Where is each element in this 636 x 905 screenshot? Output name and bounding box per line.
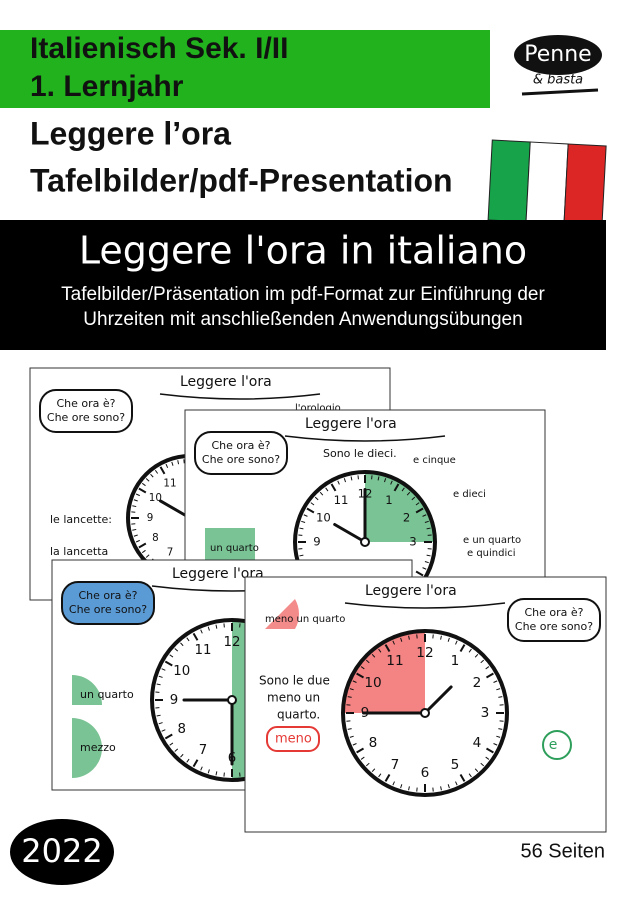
- slides: Leggere l'ora121234567891011Che ora è?Ch…: [30, 368, 606, 832]
- slide-label: un quarto: [210, 543, 259, 554]
- slide-label: Che ora è?: [56, 397, 115, 410]
- slide-label: la lancetta: [50, 545, 108, 558]
- clock-center: [421, 709, 429, 717]
- clock-number: 11: [386, 653, 403, 669]
- clock-center: [361, 538, 369, 546]
- clock-number: 7: [167, 547, 174, 559]
- slide-label: Che ora è?: [524, 606, 583, 619]
- clock-number: 7: [199, 743, 207, 758]
- clock-number: 1: [451, 653, 460, 669]
- year: 2022: [21, 832, 102, 870]
- title: Leggere l’ora: [30, 115, 231, 151]
- slide-label: meno un: [267, 691, 320, 705]
- clock-number: 9: [170, 693, 178, 708]
- clock-number: 7: [391, 757, 400, 773]
- slide: Leggere l'ora121234567891011Che ora è?Ch…: [245, 577, 606, 832]
- slide-title: Leggere l'ora: [180, 374, 272, 390]
- banner-title: Leggere l'ora in italiano: [79, 229, 527, 273]
- slide-label: Che ore sono?: [515, 620, 593, 633]
- clock-number: 3: [409, 535, 416, 549]
- clock-number: 8: [369, 735, 378, 751]
- slide-label: e: [549, 737, 558, 753]
- clock-number: 11: [334, 493, 349, 507]
- clock-center: [228, 696, 236, 704]
- slide-label: le lancette:: [50, 513, 112, 526]
- subtitle: Tafelbilder/pdf-Presentation: [30, 162, 453, 198]
- clock-number: 11: [163, 477, 176, 489]
- clock-number: 8: [152, 532, 159, 544]
- banner-line: Tafelbilder/Präsentation im pdf-Format z…: [61, 284, 545, 305]
- slide-label: e cinque: [413, 455, 456, 466]
- subject: Italienisch Sek. I/II: [30, 32, 288, 65]
- clock-number: 12: [416, 645, 433, 661]
- slide-label: mezzo: [80, 741, 116, 754]
- clock-number: 9: [147, 512, 154, 524]
- clock-number: 12: [224, 635, 241, 650]
- pages: 56 Seiten: [520, 840, 605, 862]
- logo-tagline: & basta: [533, 73, 583, 88]
- slide-label: e un quarto: [463, 535, 521, 546]
- slide-label: Sono le dieci.: [323, 447, 397, 460]
- logo-name: Penne: [524, 42, 591, 67]
- clock-number: 10: [173, 664, 190, 679]
- slide-label: e quindici: [467, 548, 516, 559]
- slide-label: Sono le due: [259, 674, 330, 688]
- clock-number: 9: [313, 535, 320, 549]
- clock-number: 6: [421, 765, 430, 781]
- slide-label: meno: [275, 732, 312, 747]
- slide-title: Leggere l'ora: [305, 416, 397, 432]
- clock-number: 4: [473, 735, 482, 751]
- slide-label: quarto.: [277, 708, 320, 722]
- slide-label: Che ora è?: [211, 439, 270, 452]
- slide-label: Che ore sono?: [47, 411, 125, 424]
- slide-label: Che ora è?: [78, 589, 137, 602]
- clock-number: 1: [385, 493, 392, 507]
- slide-label: meno un quarto: [265, 614, 345, 625]
- slide-title: Leggere l'ora: [365, 583, 457, 599]
- clock-number: 8: [178, 722, 186, 737]
- clock-number: 5: [451, 757, 460, 773]
- slide-label: Che ore sono?: [69, 603, 147, 616]
- banner-line: Uhrzeiten mit anschließenden Anwendungsü…: [83, 309, 522, 330]
- clock-number: 10: [316, 511, 331, 525]
- italian-flag: [488, 140, 606, 226]
- slide-label: e dieci: [453, 489, 486, 500]
- clock-number: 11: [195, 643, 212, 658]
- clock-number: 2: [473, 675, 482, 691]
- clock-number: 3: [481, 705, 490, 721]
- clock-number: 10: [364, 675, 381, 691]
- clock-number: 2: [403, 511, 410, 525]
- slide-label: Che ore sono?: [202, 453, 280, 466]
- slide-label: un quarto: [80, 688, 134, 701]
- level: 1. Lernjahr: [30, 70, 184, 103]
